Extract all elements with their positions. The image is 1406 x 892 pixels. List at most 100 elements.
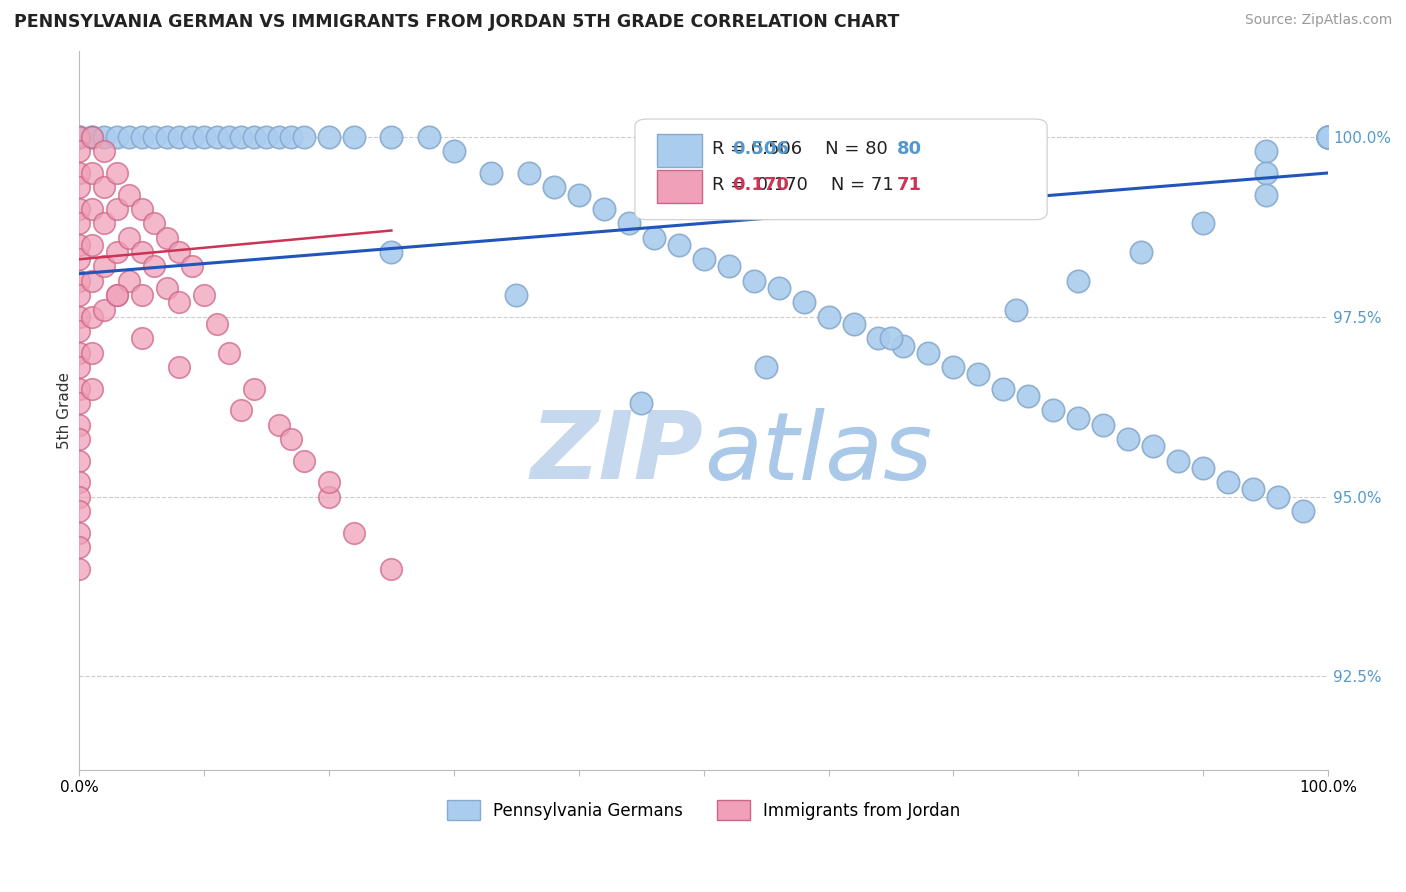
Point [218, 130, 240, 145]
Point [118, 187, 141, 202]
Point [717, 260, 740, 274]
Text: 0.506: 0.506 [733, 140, 789, 158]
Point [80, 238, 103, 252]
Point [1067, 274, 1090, 288]
Point [67, 166, 90, 180]
Point [1317, 130, 1340, 145]
Point [292, 130, 315, 145]
Point [67, 130, 90, 145]
Point [1192, 216, 1215, 230]
Point [1317, 130, 1340, 145]
Point [67, 504, 90, 518]
Point [668, 238, 690, 252]
Point [592, 202, 614, 216]
Point [643, 230, 665, 244]
Point [67, 202, 90, 216]
Point [343, 130, 366, 145]
Point [1017, 389, 1039, 403]
Point [143, 260, 166, 274]
Point [80, 130, 103, 145]
Point [380, 130, 402, 145]
Point [80, 346, 103, 360]
Point [180, 260, 202, 274]
Text: R =  0.170    N = 71: R = 0.170 N = 71 [713, 177, 894, 194]
Point [817, 310, 839, 324]
FancyBboxPatch shape [658, 134, 703, 167]
Point [692, 252, 714, 267]
Point [131, 202, 153, 216]
Point [742, 274, 765, 288]
Point [105, 166, 128, 180]
Point [1192, 461, 1215, 475]
Point [93, 180, 115, 194]
Point [93, 216, 115, 230]
Point [67, 130, 90, 145]
Point [67, 274, 90, 288]
Point [231, 403, 253, 417]
Point [880, 331, 903, 345]
Point [67, 180, 90, 194]
Point [231, 130, 253, 145]
Text: atlas: atlas [703, 408, 932, 499]
Point [1292, 504, 1315, 518]
Point [1254, 166, 1277, 180]
Point [1067, 410, 1090, 425]
FancyBboxPatch shape [658, 170, 703, 203]
Point [67, 252, 90, 267]
Point [1317, 130, 1340, 145]
Point [1042, 403, 1064, 417]
Point [193, 288, 215, 302]
Point [993, 382, 1015, 396]
Point [67, 324, 90, 338]
Point [1254, 187, 1277, 202]
Point [67, 475, 90, 490]
Text: R = 0.506    N = 80: R = 0.506 N = 80 [713, 140, 889, 158]
Point [180, 130, 202, 145]
Text: PENNSYLVANIA GERMAN VS IMMIGRANTS FROM JORDAN 5TH GRADE CORRELATION CHART: PENNSYLVANIA GERMAN VS IMMIGRANTS FROM J… [14, 13, 900, 31]
Point [67, 453, 90, 467]
Point [193, 130, 215, 145]
Point [267, 130, 290, 145]
Point [67, 396, 90, 410]
Point [868, 331, 890, 345]
Point [517, 166, 540, 180]
Point [768, 281, 790, 295]
Point [630, 396, 652, 410]
Point [418, 130, 440, 145]
Text: 71: 71 [897, 177, 922, 194]
Point [479, 166, 502, 180]
Point [105, 130, 128, 145]
Point [1167, 453, 1189, 467]
Point [143, 130, 166, 145]
Point [1142, 439, 1164, 453]
Point [205, 317, 228, 331]
Point [218, 346, 240, 360]
Point [343, 525, 366, 540]
Point [118, 130, 141, 145]
Point [380, 561, 402, 575]
Point [1317, 130, 1340, 145]
Text: ZIP: ZIP [530, 408, 703, 500]
Point [167, 295, 190, 310]
Point [917, 346, 939, 360]
Point [131, 245, 153, 260]
Point [443, 145, 465, 159]
Point [280, 432, 302, 446]
Point [131, 288, 153, 302]
Point [118, 230, 141, 244]
Text: 80: 80 [897, 140, 922, 158]
Point [67, 130, 90, 145]
Point [67, 310, 90, 324]
Point [80, 382, 103, 396]
Point [1092, 417, 1115, 432]
Point [167, 130, 190, 145]
Point [1116, 432, 1139, 446]
Point [893, 338, 915, 352]
Point [80, 166, 103, 180]
Point [155, 130, 177, 145]
Point [67, 490, 90, 504]
Point [1317, 130, 1340, 145]
Point [543, 180, 565, 194]
Point [256, 130, 278, 145]
Point [67, 288, 90, 302]
